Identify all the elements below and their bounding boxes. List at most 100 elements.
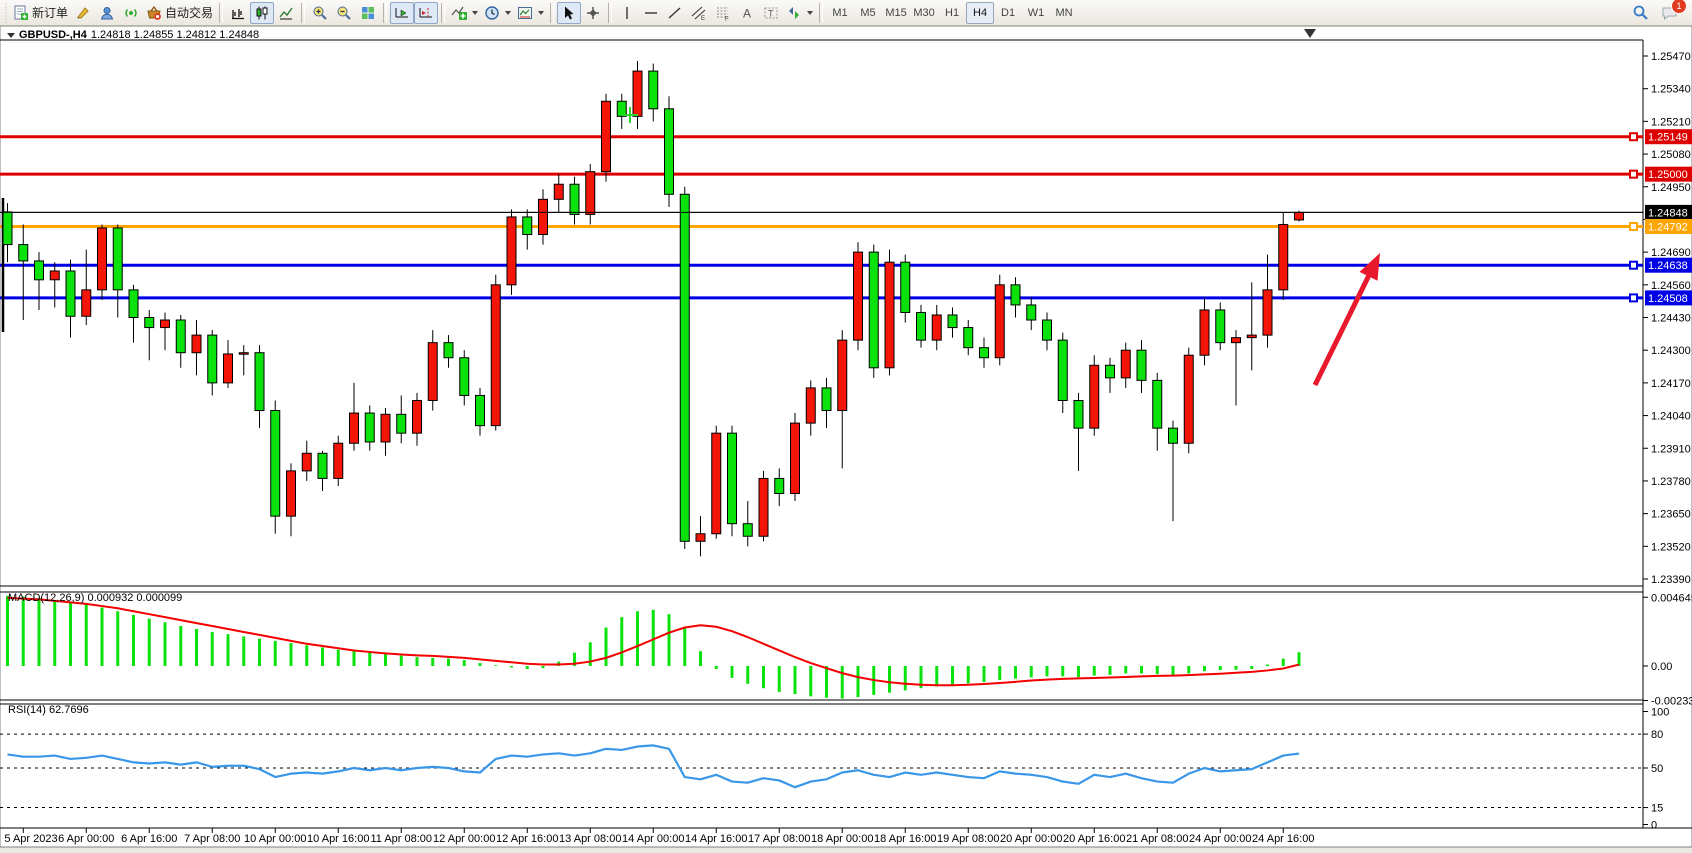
periods-dropdown-caret[interactable] [505, 10, 512, 15]
svg-text:0.00: 0.00 [1651, 661, 1672, 673]
notifications-button[interactable]: 1 [1658, 0, 1687, 24]
trendline-tool[interactable] [663, 2, 687, 24]
main-toolbar: 新订单 [0, 0, 1692, 26]
svg-text:7 Apr 08:00: 7 Apr 08:00 [184, 833, 240, 845]
toolbar-drag-handle[interactable] [4, 2, 8, 23]
svg-text:80: 80 [1651, 729, 1663, 741]
svg-text:1.23520: 1.23520 [1651, 541, 1691, 553]
tf-button-H4[interactable]: H4 [966, 1, 995, 24]
chart-shift-icon [419, 7, 433, 17]
crayon-icon [77, 6, 89, 19]
arrows-dropdown-caret[interactable] [807, 10, 814, 15]
text-label-tool[interactable]: T [759, 2, 783, 24]
svg-text:1.24792: 1.24792 [1648, 221, 1688, 233]
fibonacci-icon: F [717, 7, 729, 21]
notification-badge[interactable]: 1 [1671, 0, 1687, 14]
arrows-tool[interactable] [783, 2, 816, 24]
indicators-dropdown-caret[interactable] [472, 10, 479, 15]
tf-button-H1[interactable]: H1 [945, 6, 960, 19]
rsi-pane[interactable]: 100 80 50 15 0 [0, 707, 1669, 832]
symbol-dropdown-caret[interactable] [7, 32, 15, 38]
svg-text:1.24950: 1.24950 [1651, 182, 1691, 194]
svg-text:24 Apr 16:00: 24 Apr 16:00 [1252, 833, 1314, 845]
svg-text:1.25149: 1.25149 [1648, 132, 1688, 144]
vertical-line-icon [626, 6, 628, 19]
tf-button-M15[interactable]: M15 [885, 6, 907, 19]
trend-arrow-annotation[interactable] [1312, 253, 1380, 387]
svg-text:24 Apr 00:00: 24 Apr 00:00 [1189, 833, 1251, 845]
text-tool[interactable]: A [735, 2, 759, 24]
tf-button-D1[interactable]: D1 [1001, 6, 1016, 19]
periods-button[interactable] [481, 2, 514, 24]
clock-icon [485, 5, 499, 20]
tile-windows-button[interactable] [356, 2, 380, 24]
chart-symbol-period: GBPUSD-,H4 [19, 29, 87, 41]
crosshair-button[interactable] [581, 2, 605, 24]
chart-title: GBPUSD-,H4 1.24818 1.24855 1.24812 1.248… [7, 29, 259, 41]
tf-button-MN[interactable]: MN [1055, 6, 1073, 19]
svg-text:14 Apr 16:00: 14 Apr 16:00 [685, 833, 747, 845]
styles-button[interactable] [71, 2, 95, 24]
svg-text:11 Apr 08:00: 11 Apr 08:00 [370, 833, 432, 845]
timeframe-strip: M1 M5 M15 M30 H1 H4 D1 W1 MN [826, 1, 1078, 24]
time-axis[interactable]: 5 Apr 2023 6 Apr 00:00 6 Apr 16:00 7 Apr 08… [4, 828, 1314, 845]
svg-text:1.23780: 1.23780 [1651, 476, 1691, 488]
zoom-in-icon [313, 6, 327, 20]
text-icon: A [743, 6, 751, 20]
toolbar-separator [608, 2, 613, 23]
chart-shift-button[interactable] [414, 1, 439, 24]
svg-text:12 Apr 00:00: 12 Apr 00:00 [433, 833, 495, 845]
svg-text:18 Apr 00:00: 18 Apr 00:00 [811, 833, 873, 845]
templates-dropdown-caret[interactable] [538, 10, 545, 15]
svg-text:50: 50 [1651, 763, 1663, 775]
vertical-line-tool[interactable] [615, 2, 639, 24]
price-axis[interactable]: 1.25470 1.25340 1.25210 1.25080 1.24950 1.248… [1643, 51, 1691, 586]
candles[interactable] [2, 61, 1304, 557]
indicators-button[interactable] [448, 2, 481, 24]
svg-text:1.25470: 1.25470 [1651, 51, 1691, 63]
profile-button[interactable] [95, 2, 119, 24]
svg-text:1.24690: 1.24690 [1651, 247, 1691, 259]
svg-text:1.24508: 1.24508 [1648, 293, 1688, 305]
svg-text:19 Apr 08:00: 19 Apr 08:00 [937, 833, 999, 845]
search-button[interactable] [1628, 2, 1652, 24]
fibonacci-tool[interactable]: F [711, 2, 735, 24]
line-chart-button[interactable] [274, 2, 298, 24]
svg-text:0: 0 [1651, 820, 1657, 832]
tf-button-M5[interactable]: M5 [860, 6, 876, 19]
svg-text:15: 15 [1651, 803, 1663, 815]
svg-text:100: 100 [1651, 707, 1669, 719]
zoom-out-button[interactable] [332, 2, 356, 24]
svg-text:13 Apr 08:00: 13 Apr 08:00 [559, 833, 621, 845]
svg-text:21 Apr 08:00: 21 Apr 08:00 [1126, 833, 1188, 845]
candlestick-chart-button[interactable] [250, 1, 275, 24]
svg-text:1.24300: 1.24300 [1651, 345, 1691, 357]
horizontal-line-tool[interactable] [639, 2, 663, 24]
svg-text:1.24170: 1.24170 [1651, 378, 1691, 390]
tf-button-M30[interactable]: M30 [913, 6, 935, 19]
cursor-button[interactable] [557, 1, 582, 24]
zoom-in-button[interactable] [308, 2, 332, 24]
svg-text:10 Apr 00:00: 10 Apr 00:00 [244, 833, 306, 845]
auto-scroll-icon [395, 7, 409, 17]
tf-button-M1[interactable]: M1 [832, 6, 848, 19]
bar-chart-button[interactable] [226, 2, 250, 24]
channel-tool[interactable]: E [687, 2, 711, 24]
autotrading-button[interactable]: 自动交易 [143, 2, 216, 24]
new-order-button[interactable]: 新订单 [10, 2, 71, 24]
svg-text:1.25080: 1.25080 [1651, 149, 1691, 161]
macd-pane[interactable]: 0.004645 0.00 -0.00233 [6, 592, 1692, 707]
chart-ohlc-readout: 1.24818 1.24855 1.24812 1.24848 [90, 29, 260, 41]
svg-text:1.23390: 1.23390 [1651, 574, 1691, 586]
templates-button[interactable] [514, 2, 547, 24]
auto-scroll-button[interactable] [390, 1, 415, 24]
signal-button[interactable] [119, 2, 143, 24]
svg-text:20 Apr 16:00: 20 Apr 16:00 [1063, 833, 1125, 845]
svg-text:T: T [768, 8, 774, 18]
template-icon [518, 6, 533, 19]
search-icon [1633, 5, 1648, 20]
svg-text:5 Apr 2023: 5 Apr 2023 [4, 833, 57, 845]
tf-button-W1[interactable]: W1 [1027, 6, 1045, 19]
